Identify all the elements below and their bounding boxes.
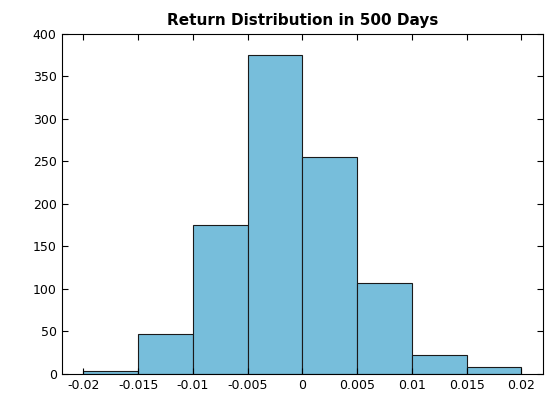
Bar — [357, 283, 412, 374]
Title: Return Distribution in 500 Days: Return Distribution in 500 Days — [167, 13, 438, 28]
Bar — [138, 334, 193, 374]
Bar — [193, 225, 248, 374]
Bar — [412, 355, 466, 374]
Bar — [83, 371, 138, 374]
Bar — [248, 55, 302, 374]
Bar — [302, 157, 357, 374]
Bar — [466, 367, 521, 374]
